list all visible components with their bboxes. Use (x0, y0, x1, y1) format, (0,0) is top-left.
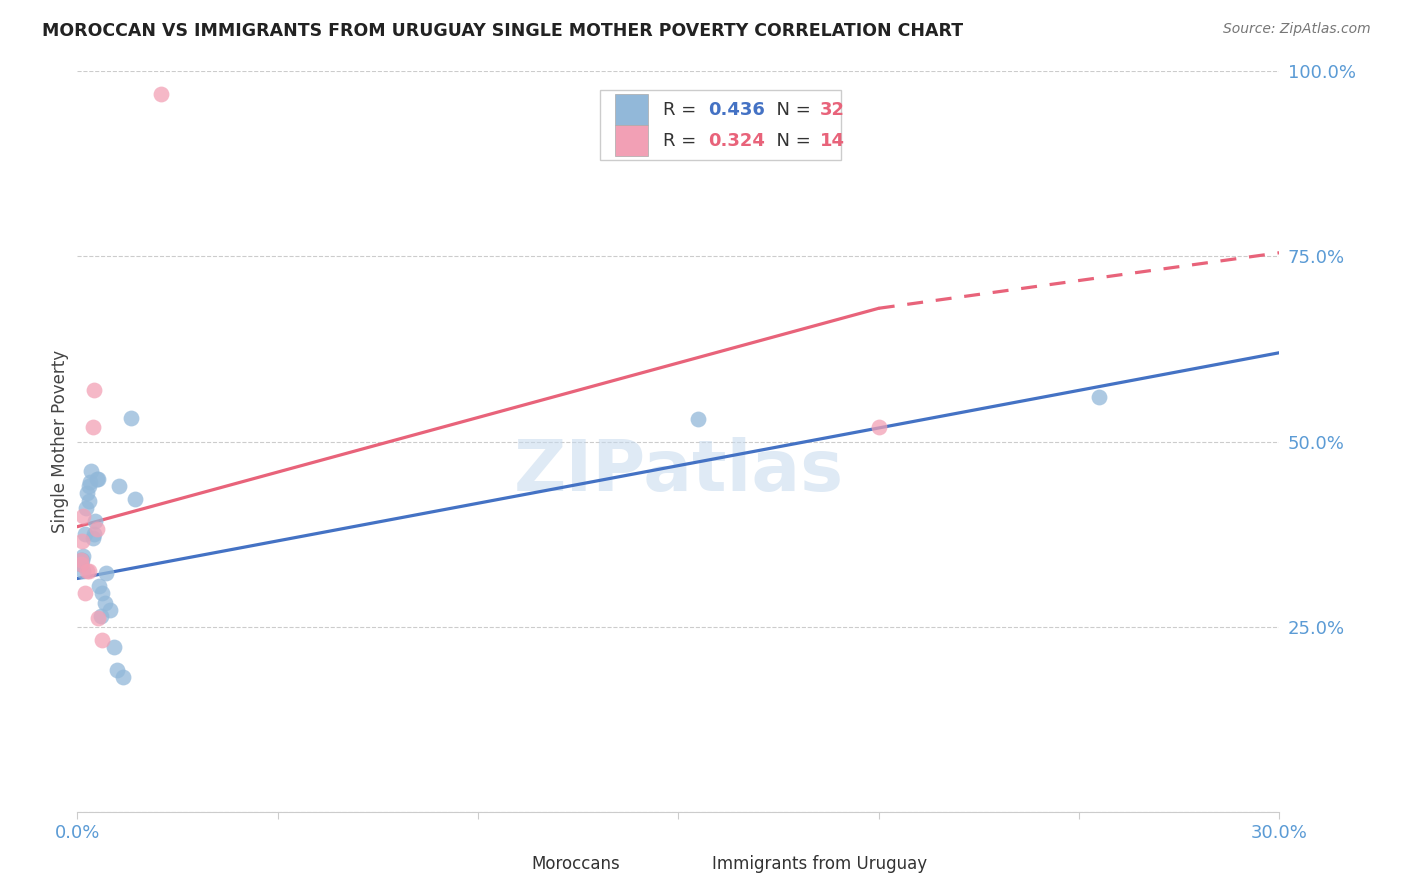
Point (76, 564, 98, 578)
Point (688, 412, 710, 426)
Point (86, 522, 108, 536)
Text: 14: 14 (820, 131, 845, 150)
Point (90, 608, 112, 623)
Point (70, 553, 93, 567)
Text: Immigrants from Uruguay: Immigrants from Uruguay (711, 855, 927, 873)
Point (72, 564, 94, 578)
Point (75, 527, 97, 541)
Point (82, 531, 104, 545)
FancyBboxPatch shape (666, 858, 703, 880)
Y-axis label: Single Mother Poverty: Single Mother Poverty (51, 350, 69, 533)
Point (75, 586, 97, 600)
Point (89, 579, 111, 593)
Point (91, 586, 114, 600)
Point (69, 557, 91, 571)
FancyBboxPatch shape (486, 858, 522, 880)
Point (112, 670, 135, 684)
Point (70, 553, 93, 567)
Point (79, 564, 101, 578)
Text: ZIPatlas: ZIPatlas (513, 437, 844, 506)
Point (150, 87, 173, 101)
Text: R =: R = (662, 131, 702, 150)
FancyBboxPatch shape (600, 90, 841, 161)
Point (72, 549, 94, 564)
Text: N =: N = (765, 101, 817, 119)
Point (86, 471, 108, 485)
Text: R =: R = (662, 101, 702, 119)
Point (103, 640, 125, 655)
Point (124, 492, 146, 507)
Point (72, 508, 94, 523)
Point (108, 479, 131, 493)
Point (79, 493, 101, 508)
Point (98, 603, 121, 617)
Text: 0.436: 0.436 (709, 101, 765, 119)
Point (96, 566, 118, 581)
Text: Moroccans: Moroccans (531, 855, 620, 873)
Point (107, 663, 129, 677)
Point (1088, 390, 1111, 404)
Point (93, 596, 115, 610)
Text: 0.324: 0.324 (709, 131, 765, 150)
Point (70, 534, 93, 549)
Point (83, 527, 105, 541)
Point (69, 557, 91, 571)
Text: N =: N = (765, 131, 817, 150)
Text: Source: ZipAtlas.com: Source: ZipAtlas.com (1223, 22, 1371, 37)
FancyBboxPatch shape (614, 125, 648, 156)
Point (120, 410, 142, 425)
Point (70, 557, 93, 571)
Point (79, 475, 101, 490)
Point (77, 479, 100, 493)
Point (868, 419, 890, 434)
Point (70, 553, 93, 567)
Point (87, 471, 110, 485)
Point (84, 515, 107, 529)
Text: MOROCCAN VS IMMIGRANTS FROM URUGUAY SINGLE MOTHER POVERTY CORRELATION CHART: MOROCCAN VS IMMIGRANTS FROM URUGUAY SING… (42, 22, 963, 40)
Point (76, 486, 98, 500)
Point (80, 464, 103, 478)
Point (83, 383, 105, 397)
Point (91, 632, 114, 647)
Text: 32: 32 (820, 101, 845, 119)
Point (75, 501, 97, 516)
Point (87, 611, 110, 625)
Point (82, 419, 104, 434)
FancyBboxPatch shape (614, 94, 648, 125)
